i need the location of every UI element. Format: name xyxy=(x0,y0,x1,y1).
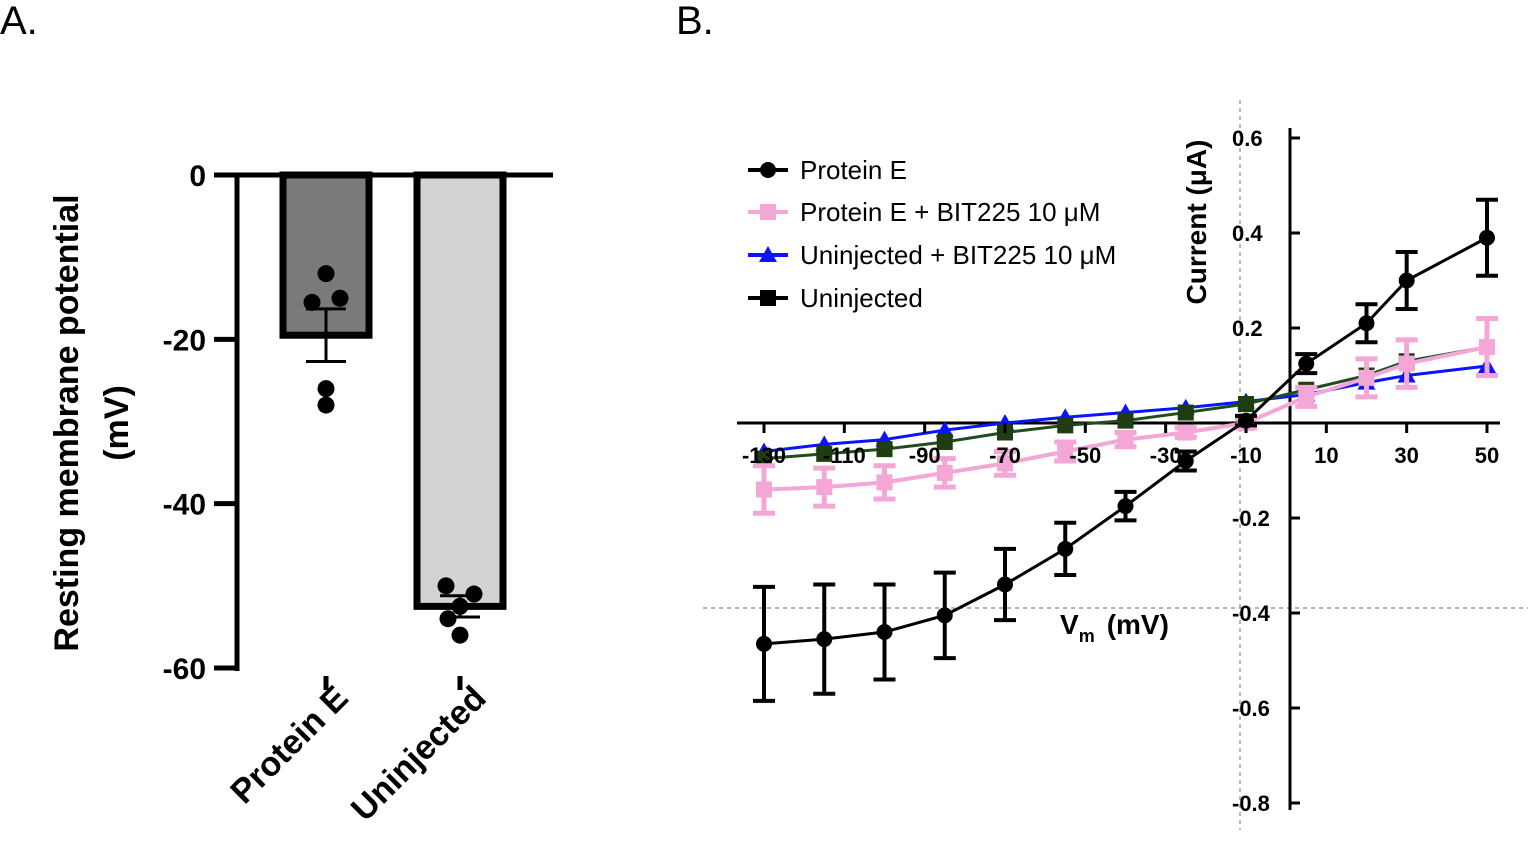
data-point-3-4 xyxy=(935,421,954,438)
data-point-2-2 xyxy=(465,585,483,603)
x-tick-label-5: -30 xyxy=(1150,443,1182,468)
category-label-1: Protein E xyxy=(223,679,355,811)
data-point-4-4 xyxy=(936,434,953,450)
y-tick-label-4: -0.4 xyxy=(1232,601,1271,626)
legend-marker-2 xyxy=(760,204,776,220)
iv-chart-y-label: Current (μA) xyxy=(1181,140,1212,305)
data-point-4-8 xyxy=(1177,404,1194,421)
legend-label-4: Uninjected xyxy=(800,283,923,313)
y-tick-label-0: 0 xyxy=(189,160,206,193)
data-point-2-8 xyxy=(1177,424,1194,441)
data-point-2-7 xyxy=(1117,431,1134,448)
x-tick-label-7: 10 xyxy=(1314,443,1338,468)
data-point-1-2 xyxy=(816,631,833,648)
legend-label-3: Uninjected + BIT225 10 μM xyxy=(800,240,1116,270)
bar-chart-a: Resting membrane potential (mV) 0 -20 -40 -… xyxy=(48,160,553,829)
x-tick-label-6: -10 xyxy=(1230,443,1262,468)
data-point-1-6 xyxy=(1057,540,1074,557)
data-point-1-10 xyxy=(1298,355,1315,372)
y-tick-label-1: 0.4 xyxy=(1232,221,1263,246)
data-point-4-3 xyxy=(876,441,893,458)
y-tick-label-3: -0.2 xyxy=(1232,506,1270,531)
x-tick-label-4: -50 xyxy=(1069,443,1101,468)
data-point-4-9 xyxy=(1238,396,1254,412)
data-point-1-8 xyxy=(1177,453,1194,469)
data-point-1-9 xyxy=(1238,412,1254,429)
data-point-2-1 xyxy=(756,481,772,498)
data-point-2-10 xyxy=(1298,388,1315,405)
x-tick-label-0: -130 xyxy=(742,443,786,468)
data-point-1-3 xyxy=(876,624,893,640)
data-point-2-5 xyxy=(997,455,1013,472)
legend-marker-1 xyxy=(760,162,776,178)
data-point-4-6 xyxy=(1057,417,1074,434)
series-1 xyxy=(753,197,1498,703)
data-point-1-7 xyxy=(1117,498,1134,515)
y-tick-label-1: -20 xyxy=(163,324,206,357)
bar-chart-y-label-line1: Resting membrane potential xyxy=(48,194,86,651)
y-tick-label-6: -0.8 xyxy=(1232,791,1270,816)
data-point-1-4 xyxy=(317,380,335,398)
legend-marker-3 xyxy=(759,246,777,262)
iv-chart-x-label: Vm (mV) xyxy=(1060,609,1169,646)
data-point-2-6 xyxy=(1057,443,1074,460)
legend-label-1: Protein E xyxy=(800,155,907,185)
x-tick-label-8: 30 xyxy=(1394,443,1418,468)
data-point-2-13 xyxy=(1479,339,1495,355)
data-point-1-13 xyxy=(1479,229,1495,246)
y-tick-label-2: -40 xyxy=(163,489,206,522)
x-tick-label-3: -70 xyxy=(989,443,1021,468)
data-point-4-7 xyxy=(1117,412,1134,429)
y-tick-label-3: -60 xyxy=(163,653,206,686)
category-label-2: Uninjected xyxy=(344,679,494,829)
panel-a-label: A. xyxy=(0,0,38,43)
data-point-2-2 xyxy=(816,479,833,496)
data-point-4-2 xyxy=(816,445,833,462)
y-tick-label-2: 0.2 xyxy=(1232,316,1263,341)
data-point-2-12 xyxy=(1398,355,1415,372)
y-tick-label-5: -0.6 xyxy=(1232,696,1270,721)
data-point-2-3 xyxy=(876,474,893,491)
data-point-2-5 xyxy=(451,626,469,644)
data-point-1-4 xyxy=(936,607,953,624)
data-point-1-11 xyxy=(1358,315,1375,332)
panel-b-label: B. xyxy=(676,0,714,43)
y-tick-label-0: 0.6 xyxy=(1232,126,1263,151)
bar-2 xyxy=(413,171,507,610)
data-point-4-1 xyxy=(756,450,772,467)
data-point-1-5 xyxy=(997,576,1013,593)
x-tick-label-9: 50 xyxy=(1475,443,1499,468)
legend-label-2: Protein E + BIT225 10 μM xyxy=(800,197,1100,227)
data-point-1-5 xyxy=(317,396,335,414)
iv-chart-b: 0.6 0.4 0.2 -0.2 -0.4 -0.6 -0.8 -130 -110 -90 -70 -… xyxy=(703,100,1528,830)
data-point-1-12 xyxy=(1398,272,1415,289)
data-point-1-2 xyxy=(303,293,321,311)
data-point-1-3 xyxy=(331,289,349,307)
data-point-2-1 xyxy=(437,577,455,595)
data-point-2-4 xyxy=(936,464,953,481)
bar-chart-y-label-line2: (mV) xyxy=(98,385,136,461)
data-point-2-4 xyxy=(439,610,457,628)
x-tick-label-1: -110 xyxy=(823,443,866,468)
x-tick-label-2: -90 xyxy=(909,443,941,468)
data-point-2-11 xyxy=(1358,369,1375,386)
data-point-1-1 xyxy=(756,635,772,652)
data-point-1-1 xyxy=(317,265,335,283)
legend-marker-4 xyxy=(760,290,776,306)
